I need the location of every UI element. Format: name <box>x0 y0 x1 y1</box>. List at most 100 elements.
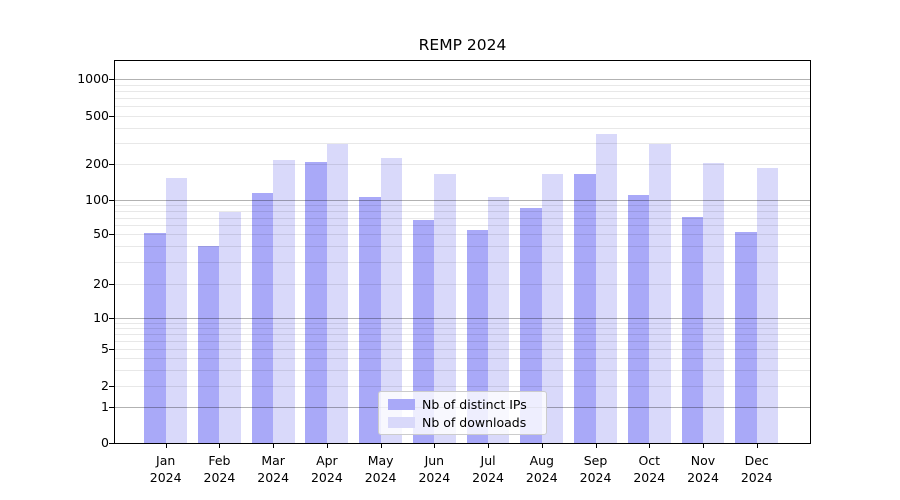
bar-downloads <box>380 158 402 443</box>
x-tick-mark <box>595 443 597 448</box>
y-tick-label: 100 <box>85 192 109 207</box>
y-tick-label: 200 <box>85 155 109 171</box>
bar-downloads <box>595 134 617 443</box>
legend-label-downloads: Nb of downloads <box>422 414 527 430</box>
minor-gridline <box>115 386 810 387</box>
legend-label-distinct-ips: Nb of distinct IPs <box>422 396 527 412</box>
minor-gridline <box>115 217 810 219</box>
x-tick-label: Feb 2024 <box>203 453 236 485</box>
bar-downloads <box>649 143 671 443</box>
plot-area: 0 1 2 5 10 20 50 100 200 500 1000 Jan 2024 Feb 2024 M… <box>77 61 810 485</box>
y-tick-mark <box>109 200 115 201</box>
x-tick-mark <box>541 443 543 448</box>
bar-downloads <box>541 173 564 443</box>
x-tick-mark <box>326 443 328 448</box>
bar-downloads <box>756 168 779 443</box>
bar-downloads <box>326 144 349 443</box>
legend-item-distinct-ips: Nb of distinct IPs <box>379 397 546 412</box>
minor-gridline <box>115 90 810 92</box>
x-tick-label: Apr 2024 <box>310 453 343 485</box>
y-tick-mark <box>109 116 115 117</box>
x-tick-mark <box>219 443 221 448</box>
major-gridline <box>115 318 810 319</box>
minor-gridline <box>115 369 810 371</box>
bar-downloads <box>165 177 188 443</box>
x-tick-mark <box>649 443 651 448</box>
y-tick-label: 20 <box>93 276 109 291</box>
y-tick-mark <box>109 386 115 387</box>
minor-gridline <box>115 163 810 165</box>
x-tick-mark <box>756 443 758 448</box>
minor-gridline <box>115 116 810 117</box>
legend: Nb of distinct IPs Nb of downloads <box>378 391 547 435</box>
major-gridline <box>115 78 810 80</box>
minor-gridline <box>115 225 810 227</box>
legend-swatch-downloads <box>388 416 415 428</box>
bar-distinct-ips <box>574 173 596 443</box>
y-tick-mark <box>109 234 115 235</box>
bar-distinct-ips <box>412 219 435 443</box>
x-tick-label: Jun 2024 <box>418 453 451 485</box>
y-tick-label: 1 <box>101 399 109 414</box>
y-tick-label: 10 <box>93 310 109 325</box>
minor-gridline <box>115 322 810 324</box>
minor-gridline <box>115 340 810 342</box>
x-tick-label: Sep 2024 <box>579 453 612 485</box>
minor-gridline <box>115 205 810 207</box>
bar-distinct-ips <box>681 216 703 443</box>
x-tick-label: Dec 2024 <box>740 453 773 485</box>
bar-distinct-ips <box>305 162 327 443</box>
minor-gridline <box>115 234 810 235</box>
x-tick-label: Jan 2024 <box>149 453 182 485</box>
x-tick-label: Aug 2024 <box>525 453 558 485</box>
bar-distinct-ips <box>520 207 542 443</box>
minor-gridline <box>115 261 810 263</box>
minor-gridline <box>115 142 810 144</box>
y-tick-label: 1000 <box>77 70 109 86</box>
minor-gridline <box>115 348 810 350</box>
y-tick-label: 500 <box>85 108 109 123</box>
bar-distinct-ips <box>198 246 220 443</box>
bar-distinct-ips <box>735 232 757 443</box>
x-tick-label: Nov 2024 <box>687 453 719 485</box>
x-tick-mark <box>273 443 275 448</box>
x-tick-label: Jul 2024 <box>472 453 504 485</box>
y-tick-mark <box>109 163 115 165</box>
legend-swatch-distinct-ips <box>388 398 415 410</box>
legend-item-downloads: Nb of downloads <box>379 415 546 430</box>
minor-gridline <box>115 98 810 100</box>
y-tick-label: 5 <box>101 340 109 356</box>
x-tick-mark <box>434 443 436 448</box>
x-tick-mark <box>488 443 490 448</box>
x-tick-label: Mar 2024 <box>257 453 290 485</box>
x-tick-label: May 2024 <box>364 453 397 485</box>
bar-distinct-ips <box>466 230 489 443</box>
minor-gridline <box>115 284 810 285</box>
bar-downloads <box>703 163 725 443</box>
y-tick-mark <box>109 284 115 285</box>
minor-gridline <box>115 84 810 86</box>
bar-distinct-ips <box>144 233 166 443</box>
y-tick-mark <box>109 78 115 80</box>
chart-title: REMP 2024 <box>418 36 507 54</box>
major-gridline <box>115 200 810 201</box>
bar-downloads <box>434 174 456 443</box>
minor-gridline <box>115 127 810 129</box>
minor-gridline <box>115 327 810 329</box>
minor-gridline <box>115 333 810 335</box>
y-tick-label: 2 <box>101 378 109 393</box>
minor-gridline <box>115 210 810 212</box>
minor-gridline <box>115 358 810 359</box>
y-tick-label: 0 <box>101 435 109 450</box>
x-tick-mark <box>703 443 704 448</box>
y-tick-mark <box>109 443 115 444</box>
bar-distinct-ips <box>359 197 381 443</box>
y-tick-label: 50 <box>93 226 109 241</box>
x-tick-mark <box>165 443 167 448</box>
minor-gridline <box>115 106 810 108</box>
bar-downloads <box>488 196 510 443</box>
bar-distinct-ips <box>627 194 650 443</box>
y-tick-mark <box>109 348 115 350</box>
y-tick-mark <box>109 318 115 319</box>
